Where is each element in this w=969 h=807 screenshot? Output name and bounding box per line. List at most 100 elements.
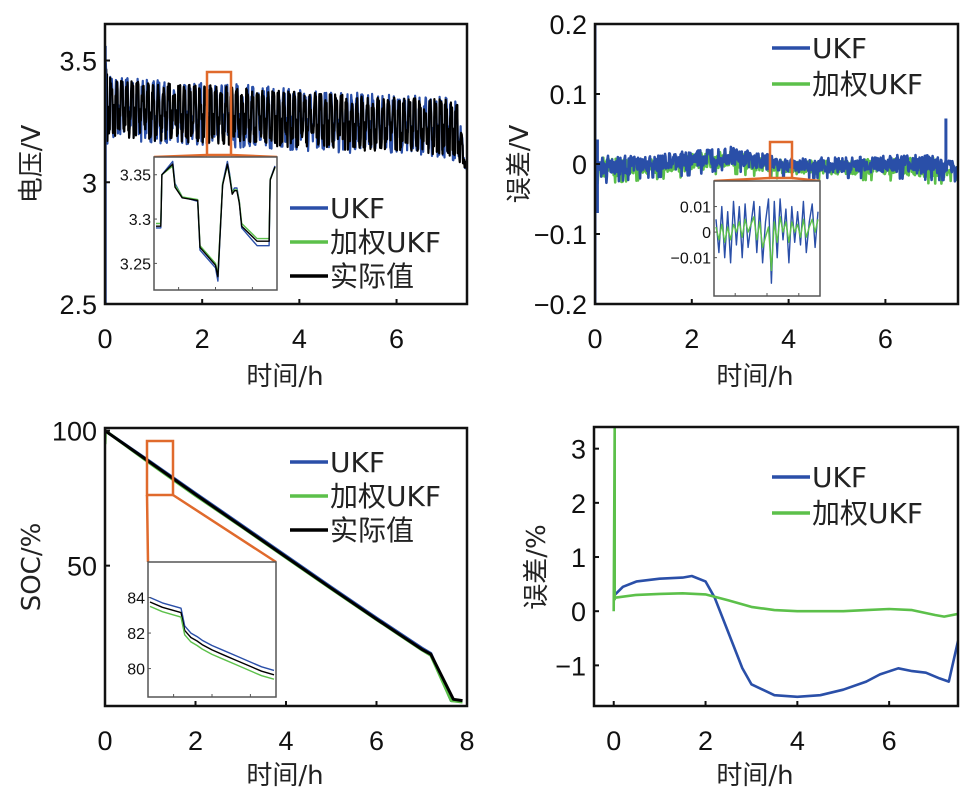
- voltage-inset: 3.25 3.3 3.35: [120, 156, 278, 291]
- voltage-error-legend-item-weighted-ukf: 加权UKF: [772, 68, 923, 101]
- voltage-inset-ytick-label: 3.25: [120, 256, 151, 273]
- voltage-series-actual: [105, 59, 467, 171]
- voltage-error-inset-series-weighted-ukf: [715, 216, 819, 272]
- legend-label: 实际值: [330, 514, 414, 547]
- voltage-error-xtick-label: 0: [587, 324, 602, 354]
- soc-xtick-label: 4: [278, 726, 293, 756]
- soc-legend-item-ukf: UKF: [290, 446, 385, 479]
- voltage-error-ytick-label: −0.1: [534, 220, 587, 250]
- soc-error-x-axis-label: 时间/h: [716, 761, 793, 791]
- legend-label: 加权UKF: [812, 68, 923, 101]
- soc-error-series-group: [612, 427, 958, 699]
- soc-series-group: [105, 429, 463, 704]
- soc-inset-series-weighted-ukf: [149, 605, 275, 680]
- voltage-error-ytick-label: 0: [572, 150, 587, 180]
- voltage-error-ytick-label: 0.1: [549, 80, 587, 110]
- legend-label: UKF: [812, 32, 867, 65]
- voltage-inset-ytick-label: 3.3: [129, 212, 151, 229]
- soc-error-legend-item-ukf: UKF: [772, 461, 867, 494]
- soc-error-ytick-label: 0: [571, 597, 586, 627]
- voltage-inset-series-actual: [156, 163, 276, 278]
- voltage-legend-item-weighted-ukf: 加权UKF: [290, 226, 441, 259]
- soc-plot-area: [105, 429, 463, 704]
- soc-error-series-ukf: [613, 574, 958, 699]
- soc-inset: 80 82 84: [127, 561, 277, 698]
- soc-inset-ytick-label: 82: [127, 626, 145, 643]
- voltage-error-plot-area: [595, 24, 958, 304]
- voltage-error-inset-ytick-label: −0.01: [671, 251, 712, 268]
- voltage-error-y-axis-label: 误差/V: [505, 125, 535, 204]
- soc-ytick-label: 100: [52, 417, 97, 447]
- soc-error-y-axis-label: 误差/%: [522, 524, 552, 609]
- voltage-ytick-label: 3.5: [59, 47, 97, 77]
- soc-error-series-weighted-ukf: [612, 427, 958, 618]
- voltage-inset-ytick-label: 3.35: [120, 168, 151, 185]
- voltage-error-x-axis-label: 时间/h: [716, 362, 793, 392]
- voltage-y-axis-label: 电压/V: [17, 125, 47, 204]
- voltage-xtick-label: 4: [292, 324, 307, 354]
- soc-error-xtick-label: 0: [606, 726, 621, 756]
- soc-error-xtick-label: 2: [698, 726, 713, 756]
- soc-zoom-connector-right: [172, 493, 277, 564]
- panel-voltage: 0 2 4 6 2.5 3 3.5 时间/h 电压/V 3.25 3.3 3.35 UKF加权U…: [17, 22, 469, 392]
- soc-inset-series-ukf: [149, 596, 275, 672]
- soc-error-axes-frame: [592, 425, 960, 708]
- soc-xtick-label: 2: [188, 726, 203, 756]
- soc-ticks: 0 2 4 6 8 50 100: [52, 417, 475, 756]
- voltage-error-ticks: 0 2 4 6 −0.2 −0.1 0 0.1 0.2: [534, 10, 893, 354]
- legend-label: 加权UKF: [812, 497, 923, 530]
- soc-x-axis-label: 时间/h: [246, 761, 323, 791]
- legend-label: UKF: [330, 192, 385, 225]
- voltage-ytick-label: 3: [82, 168, 97, 198]
- soc-error-ytick-label: 3: [571, 435, 586, 465]
- legend-label: UKF: [812, 461, 867, 494]
- soc-inset-ytick-label: 84: [127, 591, 145, 608]
- soc-inset-ytick-label: 80: [127, 662, 145, 679]
- voltage-legend-item-actual: 实际值: [290, 260, 414, 293]
- legend-label: 实际值: [330, 260, 414, 293]
- voltage-legend-item-ukf: UKF: [290, 192, 385, 225]
- soc-series-actual: [105, 429, 463, 703]
- legend-label: UKF: [330, 446, 385, 479]
- soc-zoom-box: [145, 439, 175, 497]
- voltage-error-inset-ytick-label: 0: [702, 225, 711, 242]
- voltage-x-axis-label: 时间/h: [246, 362, 323, 392]
- soc-error-xtick-label: 4: [790, 726, 805, 756]
- legend-label: 加权UKF: [330, 480, 441, 513]
- voltage-error-legend-item-ukf: UKF: [772, 32, 867, 65]
- voltage-error-inset-ytick-label: 0.01: [680, 200, 711, 217]
- soc-ytick-label: 50: [67, 552, 97, 582]
- voltage-xtick-label: 6: [389, 324, 404, 354]
- soc-error-xtick-label: 6: [882, 726, 897, 756]
- voltage-error-ytick-label: −0.2: [534, 290, 587, 320]
- soc-xtick-label: 0: [97, 726, 112, 756]
- voltage-error-ytick-label: 0.2: [549, 10, 587, 40]
- voltage-series-ukf: [105, 61, 467, 171]
- soc-error-plot-area: [612, 427, 958, 699]
- voltage-xtick-label: 2: [195, 324, 210, 354]
- soc-error-ytick-label: −1: [555, 651, 586, 681]
- voltage-ytick-label: 2.5: [59, 290, 97, 320]
- soc-y-axis-label: SOC/%: [17, 523, 47, 612]
- soc-xtick-label: 8: [459, 726, 474, 756]
- soc-zoom-indicator: [145, 439, 277, 564]
- soc-inset-frame: [147, 561, 277, 698]
- soc-error-ytick-label: 1: [571, 543, 586, 573]
- voltage-error-xtick-label: 2: [684, 324, 699, 354]
- soc-error-ticks: 0 2 4 6 −1 0 1 2 3: [555, 435, 896, 756]
- soc-error-legend-item-weighted-ukf: 加权UKF: [772, 497, 923, 530]
- soc-legend-item-actual: 实际值: [290, 514, 414, 547]
- voltage-error-series-group: [595, 24, 958, 304]
- voltage-axes-frame: [103, 22, 469, 306]
- voltage-ticks: 0 2 4 6 2.5 3 3.5: [59, 47, 404, 354]
- voltage-xtick-label: 0: [97, 324, 112, 354]
- soc-legend-item-weighted-ukf: 加权UKF: [290, 480, 441, 513]
- soc-xtick-label: 6: [369, 726, 384, 756]
